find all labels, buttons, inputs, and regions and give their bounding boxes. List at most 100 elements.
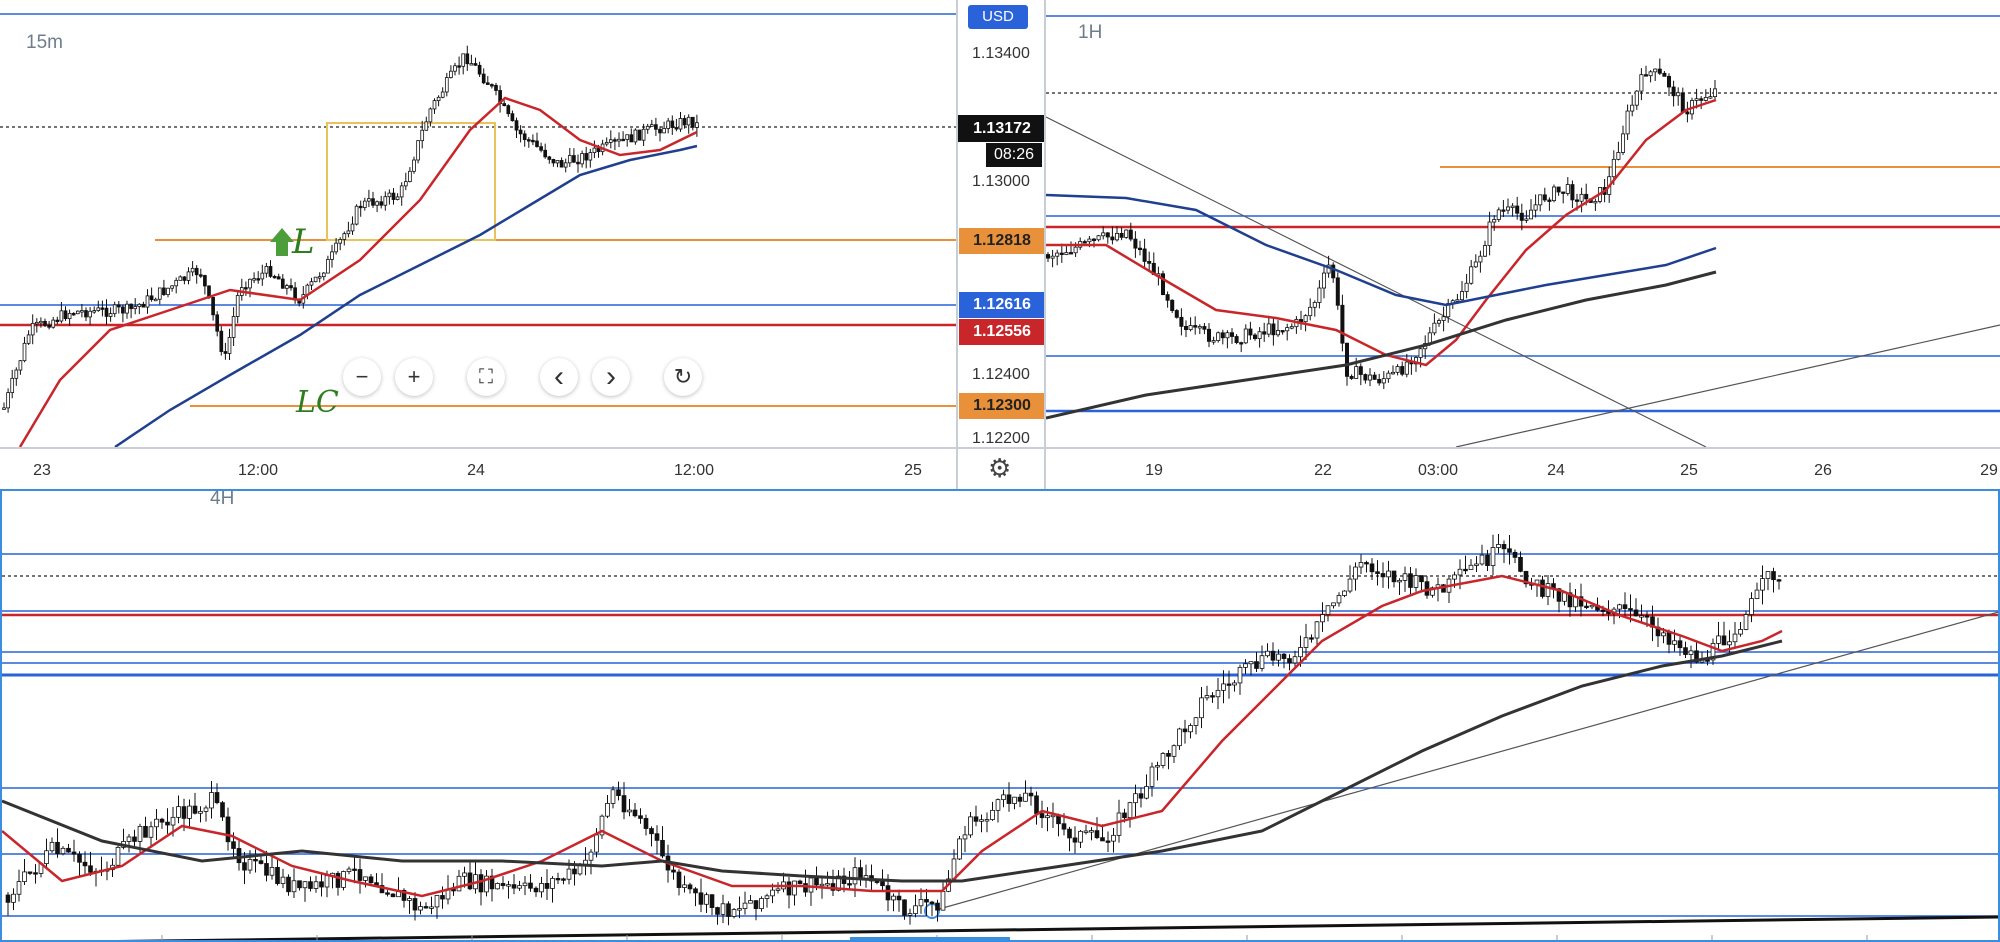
- chart-4h-plot[interactable]: [2, 491, 2000, 942]
- h4-body-219: [1210, 695, 1215, 698]
- time-axis-15m[interactable]: 23 12:00 24 12:00 25: [0, 447, 958, 489]
- reset-chart-button[interactable]: ↻: [664, 358, 702, 396]
- price-tick-4: 1.12200: [972, 430, 1030, 447]
- m15-body-0: [2, 407, 6, 410]
- h1-body-80: [1413, 357, 1419, 365]
- h4-body-247: [1364, 562, 1369, 565]
- m15-body-164: [674, 127, 679, 130]
- highlight-box: [326, 122, 496, 241]
- h1-body-65: [1344, 342, 1350, 377]
- m15-body-32: [133, 306, 138, 310]
- h4-body-164: [907, 913, 913, 916]
- h1-body-95: [1482, 245, 1488, 257]
- m15-body-126: [518, 129, 523, 135]
- m15-body-107: [440, 91, 445, 98]
- m15-body-134: [551, 159, 556, 164]
- h1-body-73: [1381, 378, 1386, 384]
- h1-body-89: [1455, 299, 1460, 302]
- h4-body-270: [1490, 547, 1496, 566]
- h4-body-253: [1397, 579, 1402, 583]
- h4-body-215: [1188, 725, 1193, 733]
- h4-body-220: [1215, 689, 1221, 698]
- h4-body-14: [82, 861, 88, 867]
- zoom-out-button[interactable]: −: [343, 358, 381, 396]
- h4-body-129: [715, 907, 720, 915]
- ma-fast-4h: [2, 574, 1783, 898]
- h4-body-101: [561, 878, 566, 881]
- h1-body-22: [1147, 261, 1152, 264]
- h1-body-145: [1712, 88, 1718, 98]
- h4-body-50: [280, 876, 286, 884]
- h4-body-233: [1287, 658, 1292, 664]
- m15-body-25: [104, 307, 109, 317]
- h4-body-222: [1226, 683, 1232, 686]
- m15-body-84: [346, 230, 351, 235]
- h1-body-70: [1367, 374, 1373, 381]
- h4-body-126: [698, 892, 704, 905]
- h4-body-148: [819, 883, 825, 887]
- h4-body-94: [522, 882, 528, 887]
- h1-body-132: [1653, 68, 1658, 73]
- h4-body-204: [1127, 802, 1133, 819]
- chart-15m-plot[interactable]: [0, 0, 958, 447]
- chart-4h-panel[interactable]: 4H: [0, 489, 2000, 942]
- m15-body-138: [567, 155, 572, 164]
- m15-body-141: [580, 153, 584, 165]
- h4-body-9: [55, 841, 60, 855]
- zoom-in-button[interactable]: +: [395, 358, 433, 396]
- gear-icon[interactable]: ⚙: [988, 453, 1012, 483]
- h1-body-71: [1372, 374, 1377, 380]
- h4-body-311: [1716, 635, 1721, 644]
- h4-body-69: [385, 892, 390, 895]
- h4-body-166: [918, 899, 924, 907]
- chart-15m-panel[interactable]: 15m L LC − + ⛶ ‹ › ↻: [0, 0, 958, 447]
- h4-body-66: [368, 876, 374, 884]
- scroll-right-button[interactable]: ›: [592, 358, 630, 396]
- m15-body-111: [457, 65, 461, 68]
- h4-body-305: [1683, 647, 1688, 655]
- h1-body-39: [1225, 332, 1230, 339]
- price-axis[interactable]: USD 1.13400 1.13172 08:26 1.13000 1.1281…: [958, 0, 1046, 447]
- x-tick-1h-4: 25: [1680, 462, 1698, 479]
- h4-body-118: [654, 833, 660, 841]
- chart-1h-plot[interactable]: [1046, 0, 2000, 447]
- h4-body-37: [209, 792, 214, 809]
- level-tag-red: 1.12556: [959, 319, 1045, 345]
- h1-body-11: [1096, 235, 1101, 241]
- h1-body-50: [1275, 330, 1281, 336]
- scroll-left-button[interactable]: ‹: [540, 358, 578, 396]
- h4-body-295: [1628, 608, 1633, 611]
- currency-badge[interactable]: USD: [968, 5, 1028, 29]
- h4-body-23: [132, 836, 137, 842]
- h1-body-142: [1699, 98, 1704, 101]
- h1-body-12: [1101, 232, 1106, 237]
- h1-body-86: [1441, 316, 1446, 321]
- time-axis-1h[interactable]: 19 22 03:00 24 25 26 29: [1046, 447, 2000, 489]
- m15-body-91: [375, 201, 379, 206]
- h4-body-110: [610, 789, 616, 804]
- h4-body-44: [247, 859, 253, 871]
- h1-body-116: [1579, 193, 1584, 202]
- m15-body-109: [449, 70, 453, 79]
- h4-body-301: [1661, 632, 1666, 637]
- h4-body-78: [434, 895, 440, 908]
- ma-slow-15m: [114, 144, 698, 447]
- h4-body-82: [456, 875, 462, 892]
- h4-body-79: [440, 895, 445, 900]
- axis-settings[interactable]: ⚙: [958, 447, 1046, 489]
- h4-body-15: [88, 865, 93, 873]
- h4-body-49: [275, 867, 280, 884]
- h4-body-161: [891, 895, 896, 901]
- m15-body-82: [338, 239, 343, 244]
- fullscreen-button[interactable]: ⛶: [467, 358, 505, 396]
- h4-body-41: [231, 841, 236, 849]
- m15-body-79: [326, 259, 330, 274]
- h4-body-231: [1276, 653, 1281, 661]
- h4-body-2: [16, 881, 22, 895]
- h4-body-185: [1023, 792, 1028, 802]
- h4-body-287: [1584, 605, 1589, 609]
- h4-body-146: [808, 877, 814, 893]
- m15-body-1: [6, 392, 10, 409]
- h1-body-137: [1676, 92, 1681, 97]
- chart-1h-panel[interactable]: 1H: [1046, 0, 2000, 447]
